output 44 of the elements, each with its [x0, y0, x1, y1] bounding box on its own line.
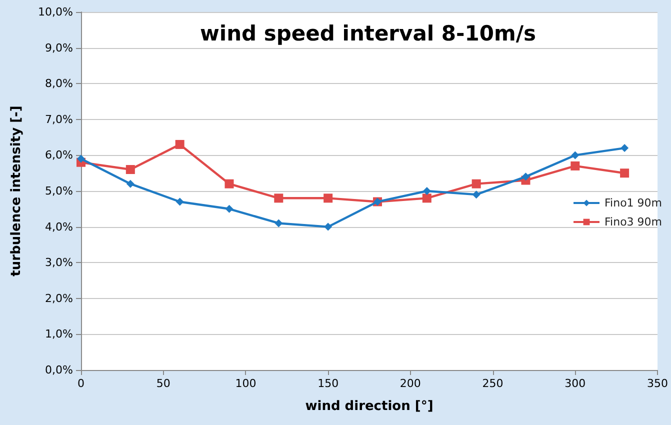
point [571, 151, 580, 160]
point [324, 222, 332, 231]
x-axis-title: wind direction [°] [305, 399, 434, 414]
x-tick-label: 0 [78, 377, 84, 390]
legend-label: Fino1 90m [604, 196, 662, 210]
point [274, 194, 284, 203]
y-axis-title: turbulence intensity [-] [9, 106, 24, 276]
point [620, 144, 629, 152]
point [224, 179, 234, 188]
y-tick-label: 7,0% [45, 112, 73, 126]
y-tick-label: 9,0% [45, 41, 73, 54]
legend-label: Fino3 90m [604, 216, 662, 228]
point [522, 172, 530, 181]
point [274, 219, 283, 228]
x-tick-label: 200 [400, 377, 421, 390]
point [422, 187, 431, 195]
point [175, 140, 184, 149]
x-tick-label: 150 [318, 377, 339, 390]
point [422, 194, 432, 203]
y-tick-label: 4,0% [45, 220, 73, 234]
y-tick-label: 5,0% [45, 184, 73, 198]
x-tick-label: 100 [235, 377, 256, 390]
point [472, 179, 481, 188]
x-tick-label: 50 [156, 377, 170, 390]
y-tick-label: 2,0% [45, 292, 73, 305]
point [472, 190, 480, 199]
y-tick-label: 3,0% [45, 256, 73, 270]
y-tick-label: 10,0% [38, 6, 73, 18]
point [77, 154, 85, 163]
y-tick-label: 6,0% [45, 148, 73, 162]
x-tick-label: 250 [482, 377, 504, 390]
point [324, 194, 333, 203]
point [225, 204, 234, 213]
x-tick-label: 350 [647, 377, 668, 390]
point [176, 198, 184, 206]
text: wind speed interval 8-10m/s [200, 22, 536, 46]
point [126, 180, 134, 188]
point [620, 168, 630, 178]
x-tick-label: 300 [564, 377, 586, 390]
y-tick-label: 8,0% [45, 77, 73, 90]
point [126, 165, 135, 174]
y-tick-label: 1,0% [45, 328, 73, 341]
y-tick-label: 0,0% [45, 364, 73, 376]
point [570, 161, 580, 170]
